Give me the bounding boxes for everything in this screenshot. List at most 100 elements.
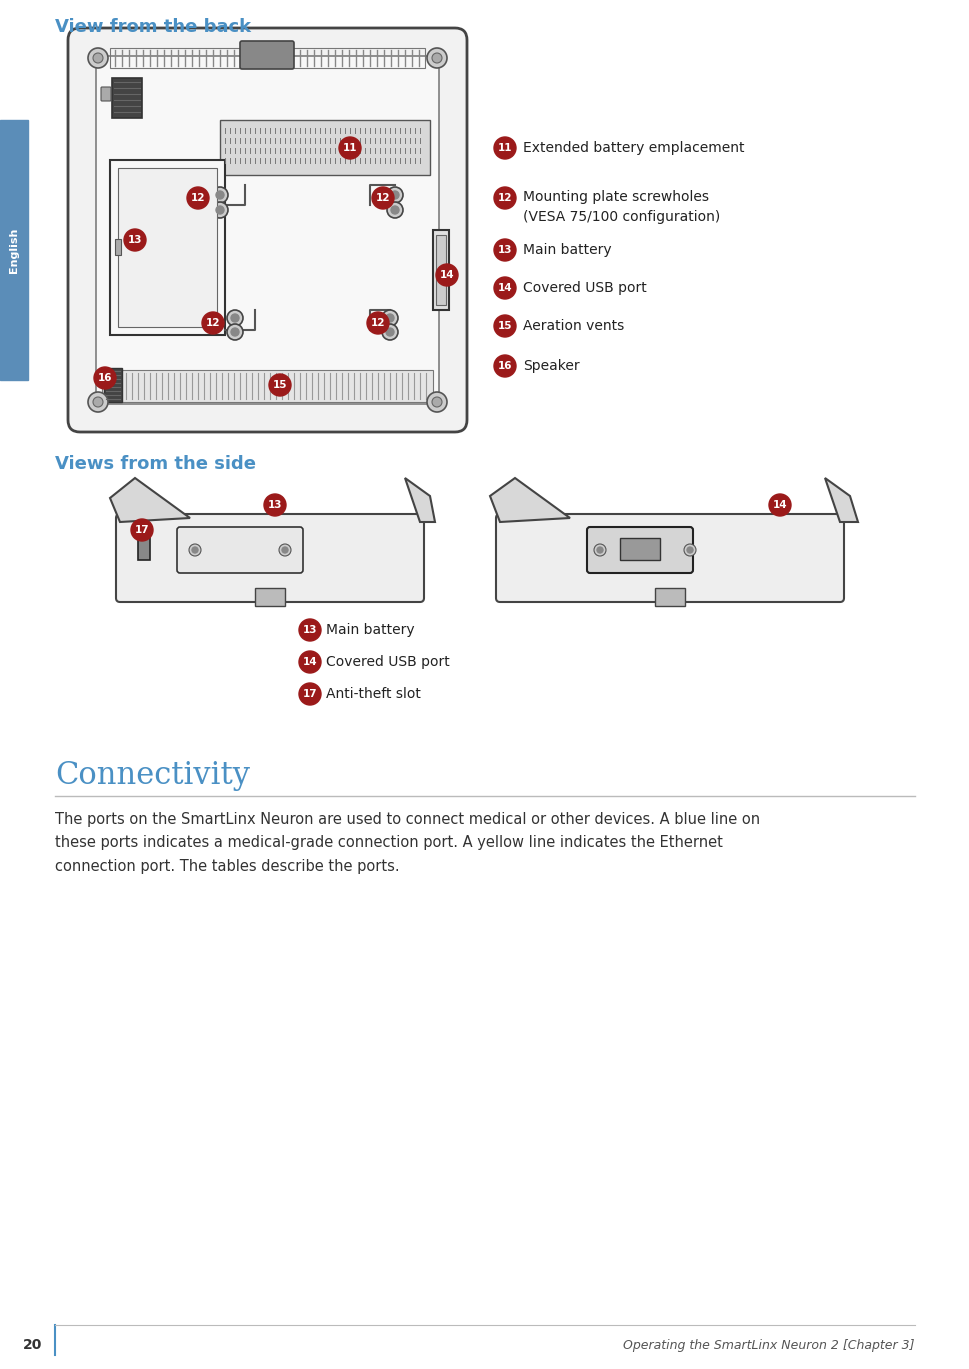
Circle shape [268, 374, 291, 396]
Text: 12: 12 [375, 193, 390, 203]
Text: Mounting plate screwholes: Mounting plate screwholes [522, 190, 708, 204]
Text: Operating the SmartLinx Neuron 2 [Chapter 3]: Operating the SmartLinx Neuron 2 [Chapte… [623, 1339, 914, 1351]
FancyBboxPatch shape [495, 513, 843, 602]
Circle shape [93, 53, 103, 63]
Circle shape [88, 48, 108, 68]
Circle shape [298, 652, 321, 674]
Bar [102, 370, 432, 402]
Circle shape [94, 367, 116, 389]
Circle shape [282, 548, 288, 553]
Text: 12: 12 [191, 193, 205, 203]
Circle shape [227, 309, 243, 326]
Polygon shape [109, 478, 190, 522]
Text: Covered USB port: Covered USB port [522, 281, 646, 294]
FancyBboxPatch shape [96, 56, 439, 404]
Circle shape [192, 548, 198, 553]
Text: View from the back: View from the back [55, 18, 251, 36]
Text: 16: 16 [497, 361, 512, 371]
Text: 12: 12 [205, 318, 220, 329]
FancyBboxPatch shape [176, 527, 302, 574]
Circle shape [298, 619, 321, 641]
Text: 17: 17 [302, 689, 317, 700]
Text: Connectivity: Connectivity [55, 760, 250, 791]
Text: 14: 14 [439, 270, 453, 281]
Circle shape [493, 315, 516, 337]
Circle shape [382, 324, 397, 340]
Bar [118, 168, 217, 327]
Text: Main battery: Main battery [326, 623, 414, 637]
Circle shape [231, 314, 238, 322]
Circle shape [391, 205, 398, 214]
Circle shape [493, 277, 516, 298]
Bar [109, 48, 424, 68]
Text: 13: 13 [267, 500, 282, 511]
Text: 14: 14 [302, 657, 317, 667]
Text: 12: 12 [370, 318, 385, 329]
Text: English: English [9, 227, 19, 272]
Polygon shape [489, 478, 570, 522]
Text: Speaker: Speaker [522, 359, 579, 372]
Circle shape [93, 397, 103, 407]
Circle shape [298, 683, 321, 705]
Text: 16: 16 [98, 372, 112, 383]
Circle shape [131, 519, 153, 541]
Text: 15: 15 [272, 381, 287, 390]
Text: 11: 11 [497, 142, 512, 153]
Circle shape [596, 548, 603, 553]
Circle shape [382, 309, 397, 326]
Circle shape [493, 188, 516, 209]
Text: 14: 14 [772, 500, 787, 511]
Circle shape [212, 188, 228, 203]
Circle shape [426, 48, 447, 68]
Bar [654, 589, 684, 606]
Circle shape [231, 329, 238, 335]
Circle shape [683, 543, 696, 556]
Text: The ports on the SmartLinx Neuron are used to connect medical or other devices. : The ports on the SmartLinx Neuron are us… [55, 812, 760, 873]
Circle shape [279, 543, 291, 556]
Circle shape [386, 314, 393, 322]
Bar [255, 589, 285, 606]
Bar [432, 230, 449, 309]
Text: Anti-theft slot: Anti-theft slot [326, 687, 421, 701]
Circle shape [431, 53, 442, 63]
Bar [220, 120, 429, 175]
FancyBboxPatch shape [116, 513, 423, 602]
Text: Main battery: Main battery [522, 244, 611, 257]
Text: Views from the side: Views from the side [55, 455, 256, 474]
FancyBboxPatch shape [101, 88, 110, 101]
Bar [138, 538, 150, 560]
Bar [115, 240, 121, 255]
Text: 13: 13 [497, 245, 512, 255]
Bar [435, 235, 446, 305]
Circle shape [366, 312, 389, 334]
Text: 14: 14 [497, 283, 512, 293]
Circle shape [264, 494, 286, 516]
Polygon shape [825, 478, 858, 522]
FancyBboxPatch shape [239, 41, 294, 68]
Text: 13: 13 [128, 235, 142, 245]
Text: 20: 20 [22, 1338, 42, 1353]
Circle shape [493, 355, 516, 376]
Circle shape [202, 312, 224, 334]
Text: 11: 11 [342, 142, 357, 153]
Circle shape [431, 397, 442, 407]
Circle shape [493, 240, 516, 261]
Bar [104, 368, 122, 402]
Text: 13: 13 [302, 626, 317, 635]
Circle shape [187, 188, 208, 209]
Circle shape [387, 188, 402, 203]
Text: Extended battery emplacement: Extended battery emplacement [522, 141, 744, 155]
Circle shape [189, 543, 201, 556]
Circle shape [593, 543, 606, 556]
Text: Aeration vents: Aeration vents [522, 319, 624, 333]
Circle shape [212, 203, 228, 218]
Bar [0, 120, 28, 381]
Circle shape [88, 392, 108, 412]
Text: 17: 17 [135, 524, 149, 535]
Circle shape [768, 494, 790, 516]
Circle shape [372, 188, 393, 209]
Circle shape [227, 324, 243, 340]
Circle shape [387, 203, 402, 218]
Bar [109, 160, 225, 335]
Text: 12: 12 [497, 193, 512, 203]
